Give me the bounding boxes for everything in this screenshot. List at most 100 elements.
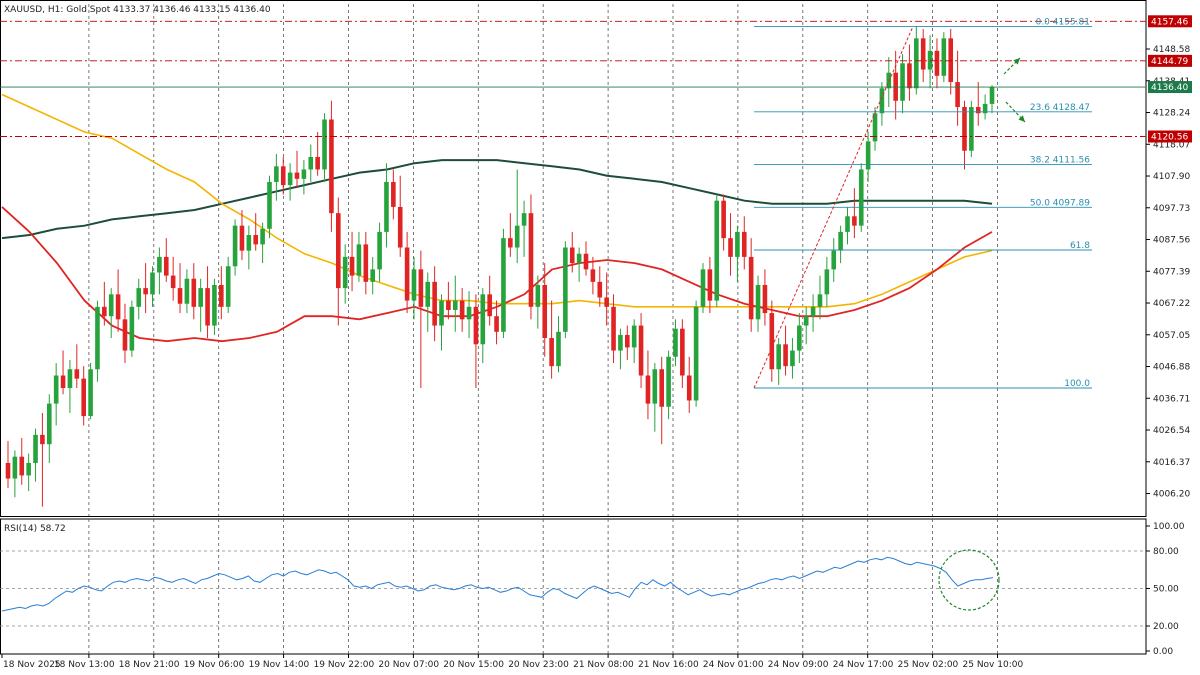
bear-candle — [638, 313, 644, 388]
bull-candle — [108, 288, 114, 339]
bear-candle — [625, 325, 630, 360]
bull-candle — [776, 338, 781, 385]
candle-body — [755, 284, 761, 320]
candle-body — [170, 275, 176, 289]
price-tick-label: 4067.22 — [1153, 299, 1190, 309]
candle-body — [728, 238, 733, 257]
candle-body — [508, 238, 513, 248]
candle-body — [969, 107, 974, 151]
price-tick-label: 4077.39 — [1153, 267, 1190, 277]
price-tick-label: 4016.37 — [1153, 458, 1190, 468]
bear-candle — [611, 294, 616, 364]
candle-body — [60, 375, 66, 388]
time-tick-label: 20 Nov 23:00 — [508, 660, 569, 670]
candle-body — [590, 269, 596, 282]
bear-candle — [604, 272, 609, 326]
bull-candle — [563, 241, 568, 339]
candle-body — [301, 169, 307, 179]
arrow-down-icon-head — [1018, 115, 1025, 122]
bear-candle — [19, 437, 25, 485]
candle-body — [790, 350, 795, 367]
candle-body — [322, 119, 327, 170]
candle-body — [95, 306, 100, 370]
bear-candle — [569, 231, 575, 273]
bear-candle — [219, 266, 224, 320]
candle-body — [81, 378, 86, 417]
bear-candle — [335, 197, 341, 326]
bear-candle — [769, 300, 775, 382]
fibonacci-retracement[interactable]: 0.0 4155.81 23.6 4128.47 38.2 4111.56 50.0 … — [753, 17, 1092, 389]
bull-candle — [824, 256, 830, 307]
rsi-panel-frame — [0, 518, 1147, 655]
bull-candle — [184, 269, 190, 314]
bear-candle — [659, 356, 665, 445]
fib-level-label: 50.0 4097.89 — [1030, 198, 1090, 208]
candle-body — [838, 231, 843, 251]
candle-body — [232, 225, 238, 267]
price-tick-label: 4097.73 — [1153, 204, 1190, 214]
candle-body — [466, 306, 472, 320]
candle-body — [982, 103, 988, 114]
candle-body — [88, 369, 93, 417]
candle-body — [487, 294, 492, 317]
candle-body — [528, 213, 534, 307]
candle-body — [280, 166, 286, 186]
bear-candle — [549, 300, 554, 379]
bull-candle — [879, 82, 885, 126]
bull-candle — [452, 275, 458, 332]
candle-body — [494, 316, 499, 332]
candle-body — [253, 235, 259, 245]
candle-body — [308, 156, 314, 170]
bear-candle — [74, 344, 80, 388]
time-tick-label: 24 Nov 17:00 — [833, 660, 894, 670]
bull-candle — [673, 319, 678, 367]
bear-candle — [205, 266, 210, 339]
bull-candle — [989, 85, 995, 114]
bull-candle — [384, 163, 389, 248]
arrow-up-icon-head — [1013, 58, 1020, 65]
price-tick-label: 4148.58 — [1153, 45, 1190, 55]
candle-body — [157, 256, 162, 273]
candle-body — [370, 269, 375, 282]
bear-candle — [349, 231, 355, 292]
candle-body — [817, 294, 823, 307]
bull-candle — [480, 288, 486, 364]
candle-body — [418, 269, 424, 307]
fib-trend-line[interactable] — [753, 26, 914, 389]
candle-body — [329, 119, 334, 214]
price-levels — [0, 20, 1146, 137]
candle-body — [74, 369, 80, 379]
bull-candle — [267, 175, 272, 239]
candle-body — [349, 256, 355, 276]
rsi-highlight-circle — [938, 549, 1000, 611]
price-tick-label: 4087.56 — [1153, 236, 1190, 246]
bear-candle — [542, 263, 548, 357]
candle-body — [163, 256, 169, 276]
candle-body — [872, 113, 878, 142]
bear-candle — [907, 44, 912, 101]
time-tick-label: 18 Nov 21:00 — [119, 660, 180, 670]
rsi-tick-label: 50.00 — [1153, 585, 1179, 595]
candle-body — [521, 213, 527, 226]
candle-body — [136, 288, 142, 307]
bear-candle — [962, 100, 967, 170]
bull-candle — [790, 338, 795, 379]
bear-candle — [363, 231, 369, 295]
candlestick-series — [5, 25, 995, 507]
candle-body — [246, 235, 252, 251]
bear-candle — [494, 300, 499, 345]
bear-candle — [177, 263, 183, 314]
bear-candle — [329, 100, 334, 232]
candle-body — [294, 172, 300, 179]
bear-candle — [707, 256, 713, 314]
rsi-tick-label: 0.00 — [1153, 647, 1173, 657]
bull-candle — [858, 163, 864, 232]
bull-candle — [666, 350, 671, 420]
bull-candle — [535, 275, 541, 329]
bear-candle — [315, 132, 320, 176]
price-tick-label: 4036.71 — [1153, 394, 1190, 404]
candle-body — [714, 200, 720, 301]
candle-body — [67, 369, 73, 388]
fib-level-label: 0.0 4155.81 — [1036, 17, 1090, 27]
bull-candle — [212, 278, 217, 335]
